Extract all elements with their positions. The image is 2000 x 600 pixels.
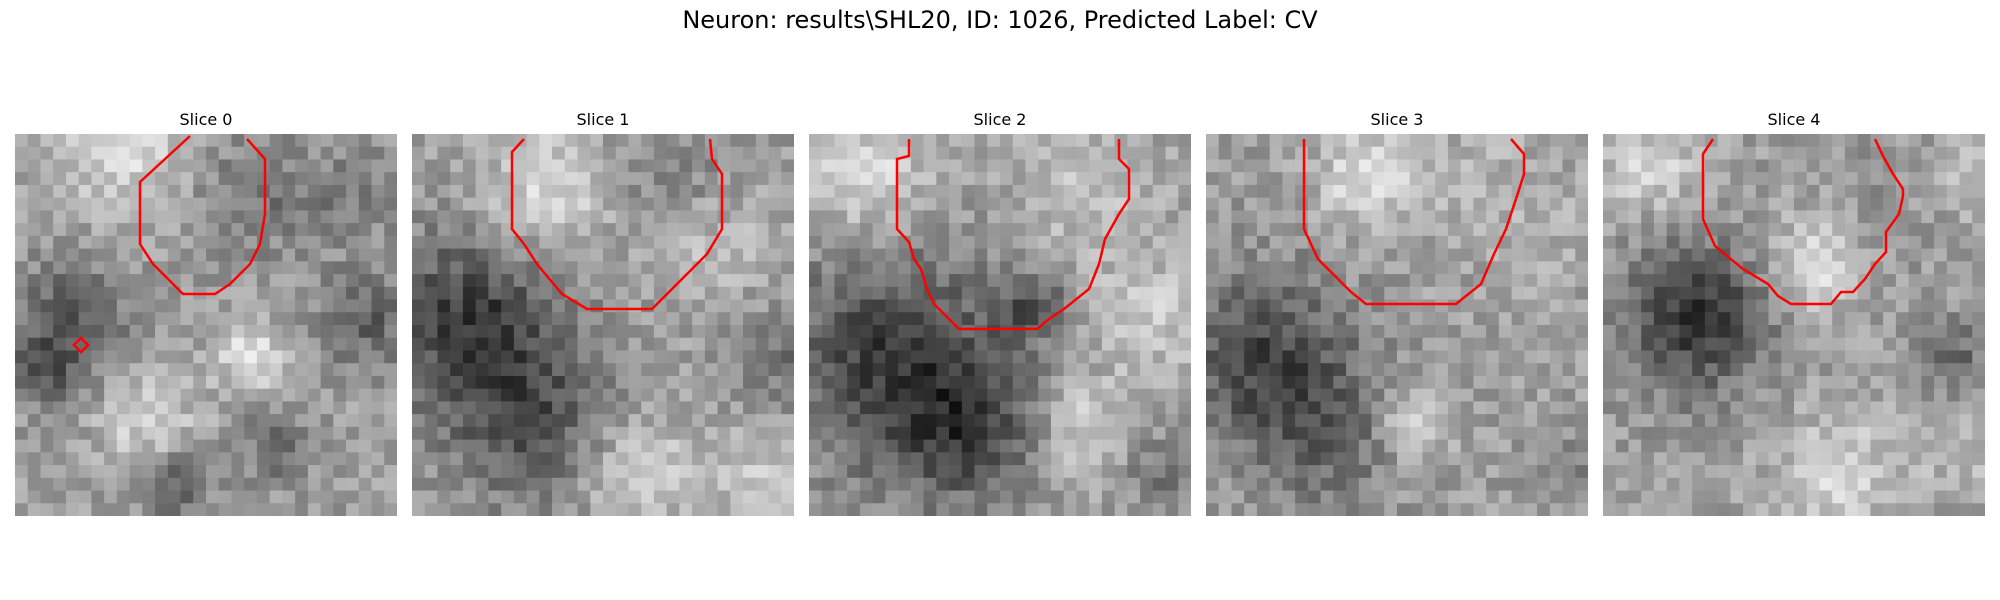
slice-image-4 — [1603, 134, 1985, 516]
figure-title: Neuron: results\SHL20, ID: 1026, Predict… — [0, 6, 2000, 34]
slice-image-1 — [412, 134, 794, 516]
slice-pixels-1 — [412, 134, 794, 516]
slice-panel-0: Slice 0 — [15, 108, 397, 516]
slice-title-1: Slice 1 — [412, 108, 794, 132]
slice-pixels-0 — [15, 134, 397, 516]
slice-panel-3: Slice 3 — [1206, 108, 1588, 516]
slice-panel-4: Slice 4 — [1603, 108, 1985, 516]
slice-image-3 — [1206, 134, 1588, 516]
slice-title-4: Slice 4 — [1603, 108, 1985, 132]
slice-panel-2: Slice 2 — [809, 108, 1191, 516]
slice-pixels-2 — [809, 134, 1191, 516]
slice-image-0 — [15, 134, 397, 516]
slice-image-2 — [809, 134, 1191, 516]
slice-pixels-4 — [1603, 134, 1985, 516]
slice-panel-1: Slice 1 — [412, 108, 794, 516]
slice-pixels-3 — [1206, 134, 1588, 516]
slice-title-0: Slice 0 — [15, 108, 397, 132]
slice-title-3: Slice 3 — [1206, 108, 1588, 132]
slice-title-2: Slice 2 — [809, 108, 1191, 132]
